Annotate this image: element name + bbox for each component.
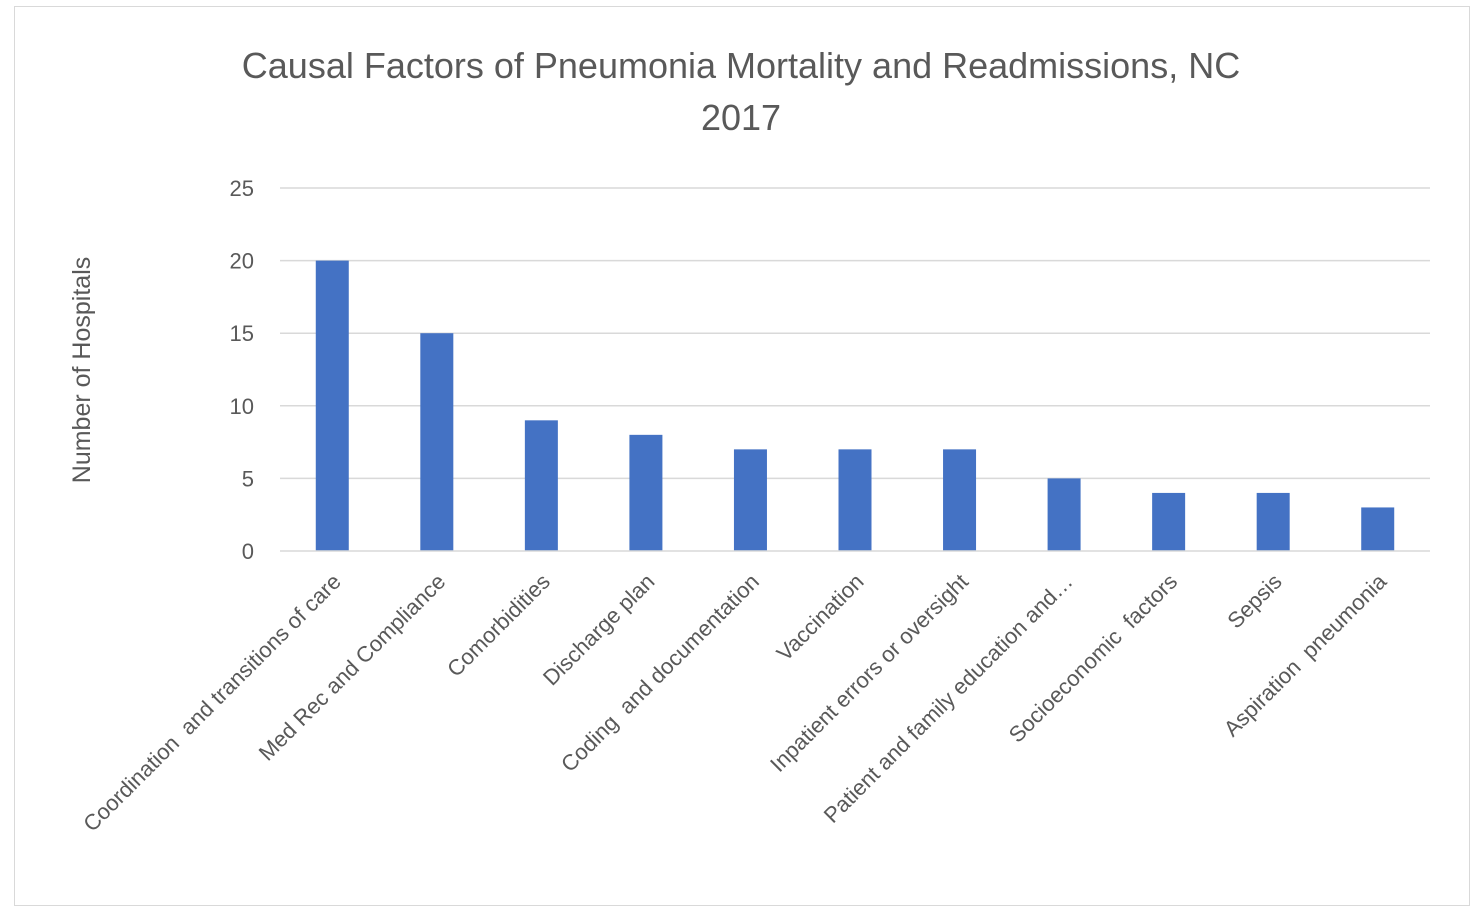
y-tick-label: 20 [230, 249, 254, 274]
x-category-labels: Coordination and transitions of careMed … [78, 568, 1392, 836]
chart-title-line2: 2017 [701, 97, 781, 138]
bar [1361, 507, 1395, 551]
bar [420, 333, 454, 551]
x-category-label: Discharge plan [538, 569, 659, 690]
bar [943, 449, 977, 551]
y-tick-labels: 0 5 10 15 20 25 [230, 176, 254, 564]
bar [315, 260, 349, 551]
x-category-label: Socioeconomic factors [1004, 569, 1183, 748]
bar [629, 434, 663, 551]
y-tick-label: 25 [230, 176, 254, 201]
bars [315, 260, 1395, 551]
bar [1047, 478, 1081, 551]
x-category-label: Vaccination [772, 569, 869, 666]
y-tick-label: 10 [230, 394, 254, 419]
bar [524, 420, 558, 551]
bar [733, 449, 767, 551]
x-category-label: Inpatient errors or oversight [765, 569, 973, 777]
x-category-label: Sepsis [1222, 569, 1286, 633]
y-axis-title: Number of Hospitals [68, 257, 96, 483]
x-category-label: Med Rec and Compliance [254, 569, 451, 766]
y-tick-label: 5 [242, 466, 254, 491]
x-category-label: Coding and documentation [556, 569, 764, 777]
gridlines [280, 187, 1430, 480]
y-tick-label: 15 [230, 321, 254, 346]
x-category-label: Comorbidities [442, 569, 555, 682]
bar [1256, 492, 1290, 551]
y-tick-label: 0 [242, 539, 254, 564]
chart-title-line1: Causal Factors of Pneumonia Mortality an… [242, 45, 1240, 86]
bar [838, 449, 872, 551]
bar [1152, 492, 1186, 551]
